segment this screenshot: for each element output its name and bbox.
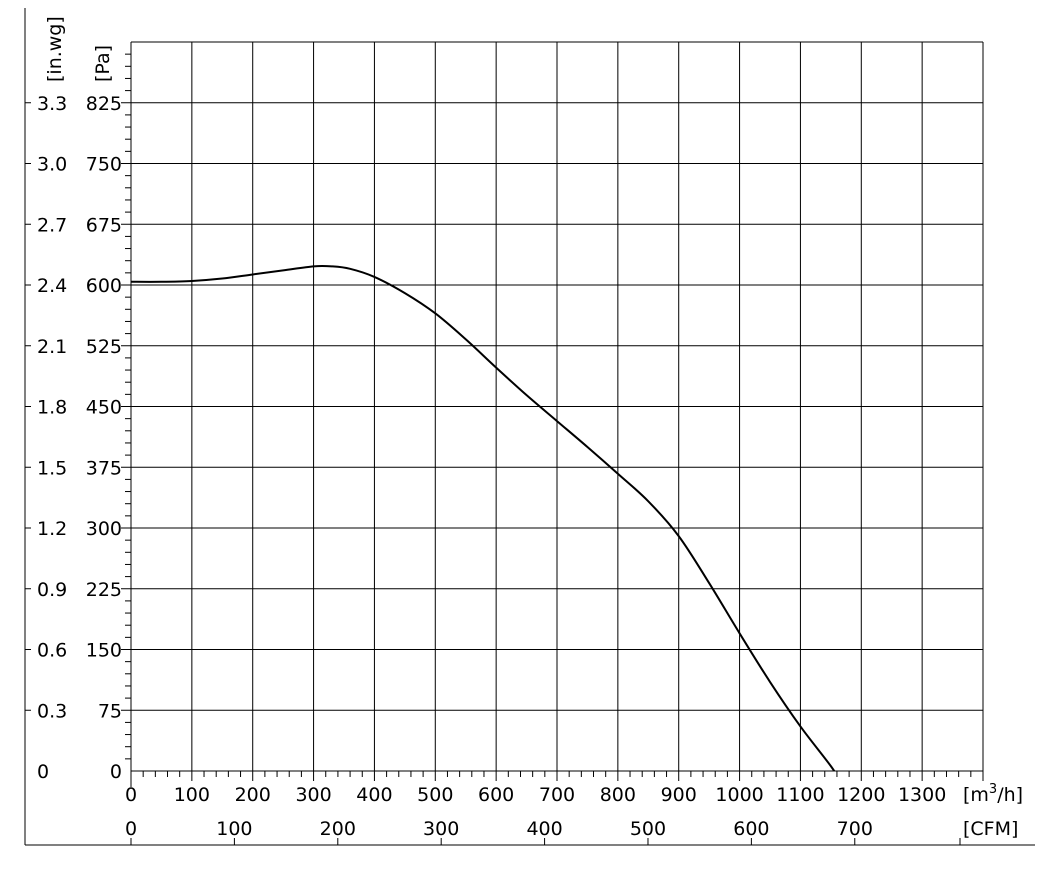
y2-tick-label: 0: [37, 761, 49, 783]
fan-curve-line: [131, 264, 836, 771]
x-tick-label: 1200: [837, 784, 885, 806]
y2-tick-label: 2.4: [37, 275, 67, 297]
x-tick-label: 100: [174, 784, 210, 806]
y2-tick-label: 1.2: [37, 518, 67, 540]
x2-tick-label: 400: [526, 818, 562, 840]
x-tick-label: 700: [539, 784, 575, 806]
x2-tick-label: 0: [125, 818, 137, 840]
y-tick-label: 75: [98, 700, 122, 722]
y-tick-label: 225: [86, 579, 122, 601]
x-tick-label: 1000: [715, 784, 763, 806]
y2-tick-label: 3.0: [37, 154, 67, 176]
y2-tick-label: 2.1: [37, 336, 67, 358]
y-tick-label: 0: [110, 761, 122, 783]
x-tick-label: 500: [417, 784, 453, 806]
y2-tick-label: 1.8: [37, 397, 67, 419]
x2-tick-label: 700: [837, 818, 873, 840]
x-tick-label: 1100: [776, 784, 824, 806]
x-tick-label: 400: [356, 784, 392, 806]
x-tick-label: 600: [478, 784, 514, 806]
y-tick-label: 750: [86, 154, 122, 176]
y2-tick-label: 3.3: [37, 93, 67, 115]
y-tick-label: 525: [86, 336, 122, 358]
y-tick-label: 675: [86, 214, 122, 236]
y-axis-unit-label: [Pa]: [92, 45, 114, 82]
y2-tick-label: 0.3: [37, 700, 67, 722]
x2-tick-label: 500: [630, 818, 666, 840]
x2-axis-unit-label: [CFM]: [963, 818, 1018, 840]
y-tick-label: 375: [86, 457, 122, 479]
x-tick-label: 900: [661, 784, 697, 806]
y2-tick-label: 0.9: [37, 579, 67, 601]
x-tick-label: 800: [600, 784, 636, 806]
x-tick-label: 1300: [898, 784, 946, 806]
y2-axis-unit-label: [in.wg]: [44, 16, 66, 82]
y-tick-label: 150: [86, 640, 122, 662]
y-tick-label: 450: [86, 397, 122, 419]
x2-tick-label: 300: [423, 818, 459, 840]
x-tick-label: 0: [125, 784, 137, 806]
x2-tick-label: 600: [733, 818, 769, 840]
x-axis-unit-label: [m3/h]: [963, 782, 1023, 806]
y2-tick-label: 1.5: [37, 457, 67, 479]
y2-tick-label: 0.6: [37, 640, 67, 662]
x-tick-label: 200: [235, 784, 271, 806]
y-tick-label: 600: [86, 275, 122, 297]
y-tick-label: 825: [86, 93, 122, 115]
x2-tick-label: 200: [320, 818, 356, 840]
x-tick-label: 300: [295, 784, 331, 806]
y2-tick-label: 2.7: [37, 214, 67, 236]
x2-tick-label: 100: [216, 818, 252, 840]
y-tick-label: 300: [86, 518, 122, 540]
